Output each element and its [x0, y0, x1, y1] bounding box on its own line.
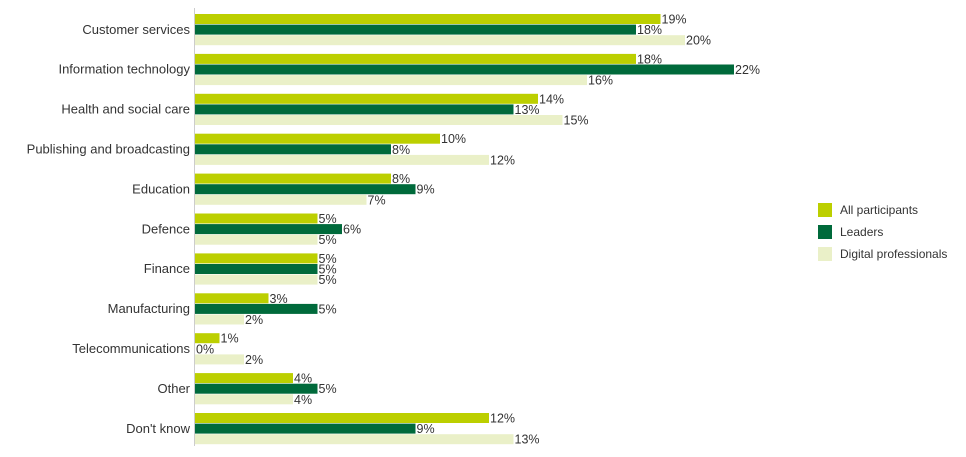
- data-label-digital-professionals-don-t-know: 13%: [515, 433, 540, 447]
- bar-all-participants-defence: [195, 213, 318, 224]
- category-label-telecommunications: Telecommunications: [72, 341, 190, 356]
- data-label-leaders-publishing-and-broadcasting: 8%: [392, 143, 410, 157]
- legend: All participants Leaders Digital profess…: [818, 199, 947, 265]
- data-label-leaders-education: 9%: [417, 183, 435, 197]
- bar-all-participants-education: [195, 173, 391, 184]
- bar-digital-professionals-customer-services: [195, 35, 685, 46]
- legend-item-digital-professionals: Digital professionals: [818, 243, 947, 265]
- bar-digital-professionals-telecommunications: [195, 354, 244, 365]
- bar-digital-professionals-finance: [195, 274, 318, 285]
- data-label-digital-professionals-health-and-social-care: 15%: [564, 114, 589, 128]
- category-label-other: Other: [157, 381, 190, 396]
- data-label-digital-professionals-customer-services: 20%: [686, 34, 711, 48]
- bar-leaders-defence: [195, 224, 342, 235]
- data-label-all-participants-publishing-and-broadcasting: 10%: [441, 132, 466, 146]
- data-label-all-participants-manufacturing: 3%: [270, 292, 288, 306]
- bar-all-participants-health-and-social-care: [195, 93, 538, 104]
- data-label-leaders-don-t-know: 9%: [417, 422, 435, 436]
- category-label-don-t-know: Don't know: [126, 421, 191, 436]
- category-label-health-and-social-care: Health and social care: [61, 102, 190, 117]
- bar-digital-professionals-publishing-and-broadcasting: [195, 154, 489, 165]
- data-label-all-participants-information-technology: 18%: [637, 52, 662, 66]
- bar-digital-professionals-don-t-know: [195, 434, 514, 445]
- data-label-digital-professionals-information-technology: 16%: [588, 74, 613, 88]
- data-label-digital-professionals-telecommunications: 2%: [245, 353, 263, 367]
- legend-swatch-digital-professionals: [818, 247, 832, 261]
- data-label-leaders-information-technology: 22%: [735, 63, 760, 77]
- data-label-digital-professionals-other: 4%: [294, 393, 312, 407]
- data-label-digital-professionals-manufacturing: 2%: [245, 313, 263, 327]
- data-label-leaders-other: 5%: [319, 382, 337, 396]
- bar-all-participants-information-technology: [195, 53, 636, 64]
- bar-leaders-information-technology: [195, 64, 734, 75]
- legend-label: All participants: [840, 203, 919, 217]
- category-label-defence: Defence: [142, 221, 190, 236]
- data-label-leaders-manufacturing: 5%: [319, 302, 337, 316]
- data-label-all-participants-don-t-know: 12%: [490, 412, 515, 426]
- data-label-leaders-customer-services: 18%: [637, 23, 662, 37]
- legend-label: Leaders: [840, 225, 884, 239]
- bar-leaders-don-t-know: [195, 423, 416, 434]
- data-label-digital-professionals-finance: 5%: [319, 273, 337, 287]
- bar-leaders-health-and-social-care: [195, 104, 514, 115]
- bar-all-participants-publishing-and-broadcasting: [195, 133, 440, 144]
- bar-leaders-education: [195, 184, 416, 195]
- data-label-all-participants-other: 4%: [294, 372, 312, 386]
- legend-swatch-all-participants: [818, 203, 832, 217]
- category-label-information-technology: Information technology: [58, 62, 190, 77]
- legend-label: Digital professionals: [840, 247, 948, 261]
- legend-item-leaders: Leaders: [818, 221, 947, 243]
- bar-digital-professionals-manufacturing: [195, 314, 244, 325]
- bar-all-participants-telecommunications: [195, 333, 220, 344]
- data-label-digital-professionals-defence: 5%: [319, 233, 337, 247]
- data-label-all-participants-education: 8%: [392, 172, 410, 186]
- bar-leaders-finance: [195, 264, 318, 274]
- data-label-digital-professionals-education: 7%: [368, 193, 386, 207]
- data-label-all-participants-customer-services: 19%: [662, 13, 687, 27]
- legend-item-all-participants: All participants: [818, 199, 947, 221]
- bar-leaders-other: [195, 383, 318, 394]
- bar-all-participants-customer-services: [195, 14, 661, 24]
- data-label-leaders-telecommunications: 0%: [196, 342, 214, 356]
- bar-digital-professionals-health-and-social-care: [195, 115, 563, 125]
- category-label-publishing-and-broadcasting: Publishing and broadcasting: [27, 142, 190, 157]
- data-label-all-participants-finance: 5%: [319, 252, 337, 266]
- bar-all-participants-manufacturing: [195, 293, 269, 304]
- category-label-customer-services: Customer services: [82, 22, 190, 37]
- category-label-education: Education: [132, 181, 190, 196]
- bar-all-participants-don-t-know: [195, 413, 489, 423]
- bar-leaders-publishing-and-broadcasting: [195, 144, 391, 155]
- bar-all-participants-finance: [195, 253, 318, 264]
- category-label-finance: Finance: [144, 261, 190, 276]
- category-label-manufacturing: Manufacturing: [108, 301, 190, 316]
- data-label-digital-professionals-publishing-and-broadcasting: 12%: [490, 153, 515, 167]
- bar-leaders-customer-services: [195, 24, 636, 35]
- data-label-all-participants-telecommunications: 1%: [221, 332, 239, 346]
- data-label-all-participants-health-and-social-care: 14%: [539, 92, 564, 106]
- bar-leaders-manufacturing: [195, 303, 318, 314]
- data-label-leaders-finance: 5%: [319, 263, 337, 277]
- bar-digital-professionals-defence: [195, 234, 318, 245]
- bar-digital-professionals-information-technology: [195, 75, 587, 86]
- bar-digital-professionals-education: [195, 194, 367, 205]
- data-label-leaders-defence: 6%: [343, 223, 361, 237]
- legend-swatch-leaders: [818, 225, 832, 239]
- bar-all-participants-other: [195, 373, 293, 384]
- data-label-all-participants-defence: 5%: [319, 212, 337, 226]
- data-label-leaders-health-and-social-care: 13%: [515, 103, 540, 117]
- bar-digital-professionals-other: [195, 394, 293, 405]
